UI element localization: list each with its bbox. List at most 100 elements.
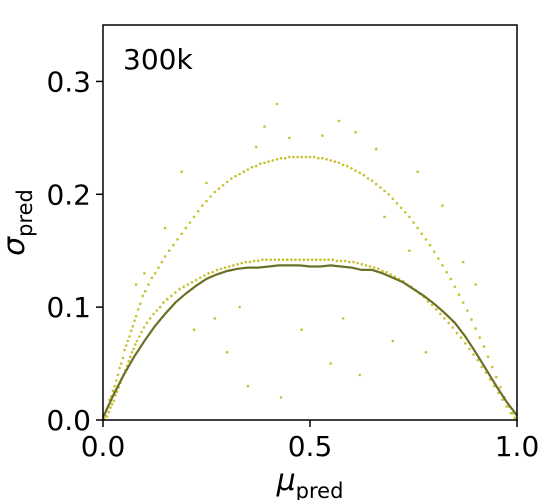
scatter-point	[341, 317, 345, 320]
scatter-point	[238, 305, 241, 309]
scatter-point	[377, 267, 380, 271]
scatter-point	[174, 291, 177, 294]
scatter-point	[236, 263, 239, 266]
scatter-point	[288, 136, 291, 140]
scatter-point	[127, 360, 130, 363]
scatter-point	[424, 238, 428, 241]
scatter-point	[141, 294, 144, 298]
scatter-point	[302, 258, 306, 262]
x-axis-label: μpred	[276, 463, 344, 500]
scatter-point	[279, 156, 283, 160]
y-axis-label: σpred	[0, 189, 37, 256]
scatter-point	[455, 331, 459, 335]
scatter-point	[219, 267, 223, 271]
scatter-point	[472, 353, 475, 356]
scatter-point	[118, 366, 121, 370]
scatter-point	[314, 258, 318, 262]
scatter-point	[138, 335, 141, 338]
scatter-point	[399, 206, 403, 210]
scatter-point	[213, 317, 217, 320]
scatter-point	[304, 155, 308, 159]
scatter-point	[246, 168, 250, 171]
x-tick-label: 0.5	[288, 430, 333, 463]
scatter-point	[279, 396, 283, 399]
scatter-point	[300, 155, 304, 159]
scatter-point	[225, 351, 229, 354]
scatter-point	[310, 258, 314, 262]
trend-line	[101, 264, 518, 419]
scatter-point	[441, 204, 444, 207]
scatter-point	[165, 297, 169, 301]
scatter-point	[306, 258, 310, 262]
scatter-point	[176, 238, 179, 241]
scatter-point	[186, 283, 190, 286]
scatter-point	[509, 411, 513, 415]
scatter-point	[163, 226, 167, 230]
x-axis-symbol: μ	[276, 463, 296, 498]
scatter-point	[110, 402, 114, 406]
scatter-point	[205, 181, 208, 185]
chart-annotation: 300k	[123, 43, 193, 76]
scatter-point	[178, 287, 181, 291]
scatter-point	[230, 177, 233, 180]
scatter-point	[257, 259, 260, 263]
scatter-point	[267, 160, 270, 163]
scatter-point	[124, 344, 128, 347]
scatter-point	[116, 373, 120, 377]
scatter-point	[505, 405, 508, 408]
scatter-point	[459, 336, 463, 339]
scatter-point	[385, 270, 388, 274]
scatter-point	[290, 258, 293, 262]
x-tick-label: 0.0	[81, 430, 126, 463]
scatter-point	[131, 325, 135, 328]
scatter-point	[128, 335, 131, 338]
scatter-point	[271, 159, 275, 162]
scatter-point	[321, 156, 324, 160]
scatter-point	[188, 221, 192, 224]
scatter-point	[192, 215, 196, 219]
scatter-point	[105, 415, 109, 418]
scatter-point	[244, 260, 248, 264]
scatter-point	[133, 319, 136, 323]
scatter-point	[207, 272, 210, 275]
scatter-point	[312, 155, 316, 159]
scatter-point	[341, 163, 345, 167]
scatter-point	[343, 259, 347, 263]
scatter-point	[474, 327, 477, 330]
scatter-point	[408, 249, 411, 252]
scatter-point	[362, 173, 366, 177]
scatter-point	[132, 347, 135, 351]
scatter-point	[114, 379, 118, 382]
scatter-point	[430, 303, 434, 307]
scatter-point	[337, 119, 341, 123]
scatter-point	[453, 285, 457, 289]
scatter-point	[246, 384, 250, 388]
scatter-point	[180, 170, 183, 173]
scatter-point	[495, 375, 498, 379]
scatter-point	[242, 170, 246, 173]
scatter-point	[157, 266, 160, 269]
scatter-point	[298, 258, 301, 262]
scatter-point	[145, 321, 149, 325]
scatter-point	[209, 195, 212, 198]
scatter-point	[476, 358, 480, 362]
y-tick-label: 0.2	[46, 178, 91, 211]
scatter-point	[346, 164, 349, 168]
scatter-point	[111, 389, 115, 393]
scatter-point	[374, 182, 378, 186]
scatter-point	[182, 285, 185, 289]
scatter-point	[205, 199, 208, 203]
scatter-point	[439, 312, 442, 316]
scatter-point	[391, 197, 395, 201]
scatter-point	[192, 328, 196, 332]
scatter-point	[416, 226, 419, 230]
scatter-point	[329, 362, 333, 365]
scatter-point	[190, 281, 194, 284]
scatter-point	[435, 308, 438, 311]
y-axis-subscript: pred	[13, 189, 37, 237]
scatter-point	[356, 261, 359, 265]
scatter-point	[432, 250, 436, 254]
scatter-point	[155, 309, 159, 312]
scatter-point	[358, 171, 362, 175]
